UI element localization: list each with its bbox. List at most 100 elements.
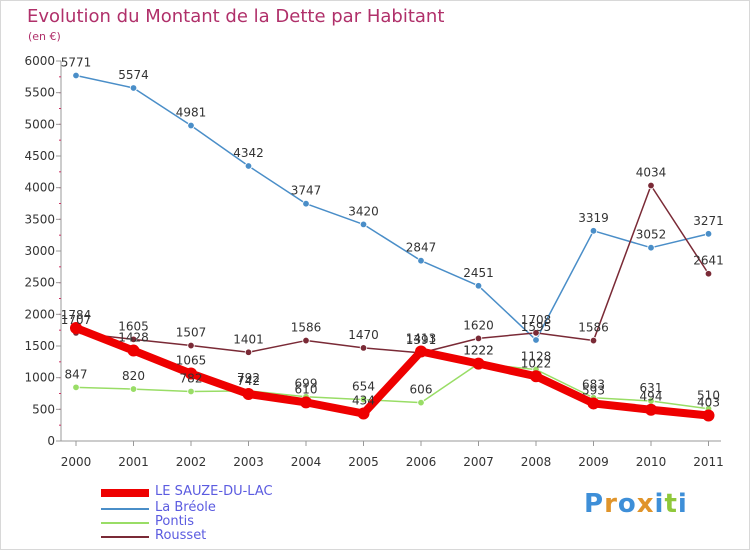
data-point <box>127 344 140 357</box>
line-chart: 0 500 1000 1500 2000 2500 3000 3500 4000 4500 5000… <box>24 54 724 469</box>
data-label: 593 <box>582 383 605 397</box>
data-point <box>417 256 425 265</box>
proxiti-logo: Proxiti <box>584 489 688 519</box>
data-point <box>704 270 713 278</box>
data-point <box>187 387 195 396</box>
logo-letter: o <box>617 489 637 519</box>
data-point <box>704 230 713 238</box>
legend-item-la-breole: La Bréole <box>101 500 361 516</box>
x-tick-label: 2001 <box>118 455 149 469</box>
series-layer <box>70 71 715 422</box>
x-tick-label: 2003 <box>233 455 264 469</box>
data-point <box>72 383 80 392</box>
data-label: 1128 <box>521 350 552 364</box>
logo-letter: r <box>604 489 618 519</box>
chart-title: Evolution du Montant de la Dette par Hab… <box>27 6 445 27</box>
logo-letter: t <box>664 489 678 519</box>
data-point <box>302 199 310 208</box>
data-label: 699 <box>295 377 318 391</box>
legend-label: Rousset <box>155 528 207 543</box>
data-label: 683 <box>582 378 605 392</box>
y-tick-label: 0 <box>47 434 55 448</box>
logo-letter: i <box>677 489 688 519</box>
x-tick-label: 2007 <box>463 455 494 469</box>
data-point <box>589 336 598 345</box>
legend-swatch <box>101 508 149 510</box>
data-label: 494 <box>640 390 663 404</box>
y-tick-label: 2000 <box>24 307 55 321</box>
data-label: 2641 <box>693 254 724 268</box>
series-line-3 <box>75 184 710 354</box>
data-label: 4981 <box>176 106 207 120</box>
data-label: 1413 <box>406 332 437 346</box>
data-label: 1708 <box>521 313 552 327</box>
data-label: 610 <box>295 382 318 396</box>
data-label: 2451 <box>463 266 494 280</box>
x-tick-label: 2000 <box>61 455 92 469</box>
data-label: 2847 <box>406 241 437 255</box>
data-point <box>587 397 600 410</box>
data-label: 510 <box>697 389 720 403</box>
data-point <box>357 407 370 420</box>
data-label: 3319 <box>578 211 609 225</box>
data-label: 1605 <box>118 319 149 333</box>
data-point <box>302 336 310 345</box>
data-point <box>417 398 425 407</box>
data-labels-layer: 5771 5574 4981 4342 3747 3420 2847 2451 1595 3319… <box>61 56 724 410</box>
data-label: 847 <box>65 367 88 381</box>
data-label: 1391 <box>406 333 437 347</box>
data-label: 3271 <box>693 214 724 228</box>
y-tick-label: 6000 <box>24 54 55 68</box>
data-label: 5771 <box>61 56 92 70</box>
legend-label: La Bréole <box>155 500 216 515</box>
data-label: 1784 <box>61 308 92 322</box>
x-tick-label: 2005 <box>348 455 379 469</box>
y-tick-label: 1500 <box>24 339 55 353</box>
data-point <box>129 335 138 344</box>
data-point <box>242 388 255 401</box>
x-tick-label: 2006 <box>406 455 437 469</box>
data-point <box>530 370 542 383</box>
data-label: 792 <box>237 371 260 385</box>
data-label: 1022 <box>521 356 552 370</box>
data-label: 606 <box>410 383 433 397</box>
data-label: 4034 <box>636 166 667 180</box>
y-tick-label: 4000 <box>24 181 55 195</box>
x-tick-label: 2004 <box>291 455 322 469</box>
legend-item-rousset: Rousset <box>101 528 361 544</box>
legend-item-pontis: Pontis <box>101 514 361 530</box>
data-point <box>589 227 598 235</box>
data-label: 5574 <box>118 68 149 82</box>
x-tick-label: 2009 <box>578 455 609 469</box>
legend-label: LE SAUZE-DU-LAC <box>155 484 273 499</box>
data-label: 631 <box>640 381 663 395</box>
legend-swatch <box>101 489 149 497</box>
data-point <box>359 344 368 352</box>
y-tick-label: 3000 <box>24 244 55 258</box>
y-tick-label: 5500 <box>24 86 55 100</box>
x-tick-label: 2011 <box>693 455 724 469</box>
data-label: 3052 <box>636 228 667 242</box>
y-tick-label: 3500 <box>24 212 55 226</box>
data-point <box>647 181 655 190</box>
y-tick-label: 500 <box>32 402 55 416</box>
data-label: 3747 <box>291 184 322 198</box>
data-label: 1222 <box>463 344 494 358</box>
data-label: 1065 <box>176 354 207 368</box>
logo-letter: x <box>636 489 655 519</box>
data-label: 1586 <box>291 321 322 335</box>
data-point <box>647 244 655 252</box>
data-label: 1620 <box>463 318 494 332</box>
data-point <box>359 395 368 404</box>
data-point <box>185 367 197 380</box>
data-point <box>645 403 657 416</box>
data-label: 1222 <box>463 344 494 358</box>
data-point <box>187 121 195 130</box>
data-point <box>129 84 138 92</box>
y-tick-label: 5000 <box>24 117 55 131</box>
data-label: 654 <box>352 380 375 394</box>
data-label: 820 <box>122 369 145 383</box>
series-line-2 <box>75 362 710 410</box>
data-label: 1595 <box>521 320 552 334</box>
